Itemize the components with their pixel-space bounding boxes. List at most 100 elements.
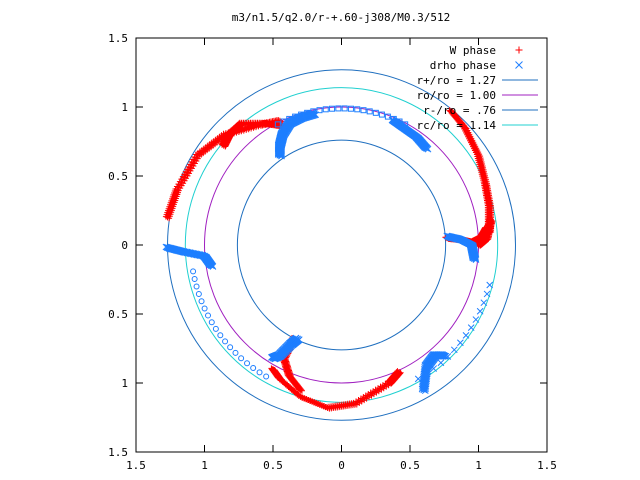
data-point [378, 111, 385, 118]
legend-label: drho phase [430, 59, 496, 72]
data-point [422, 370, 430, 378]
legend-label: r+/ro = 1.27 [417, 74, 496, 87]
data-point [424, 145, 432, 153]
y-tick-label: 0.5 [108, 308, 128, 321]
data-point [256, 369, 263, 376]
data-point [191, 275, 198, 282]
data-point [217, 332, 224, 339]
x-tick-label: 1.5 [537, 459, 557, 472]
data-point [292, 113, 299, 120]
legend-label: r-/ro = .76 [423, 104, 496, 117]
data-point [437, 359, 445, 367]
data-point [486, 281, 494, 289]
data-point [190, 268, 197, 275]
data-point [263, 373, 270, 380]
data-point [250, 364, 257, 371]
data-point [420, 386, 428, 394]
data-point [296, 392, 303, 399]
data-point [467, 324, 475, 331]
data-point [227, 344, 234, 351]
data-point [322, 106, 329, 113]
data-point [209, 263, 217, 270]
data-point [291, 388, 298, 395]
data-point [285, 383, 292, 390]
data-point [287, 384, 294, 391]
data-point [347, 105, 354, 112]
data-point [316, 107, 323, 114]
data-point [274, 121, 281, 128]
data-point [292, 334, 300, 342]
data-point [384, 113, 391, 120]
data-point [423, 145, 430, 152]
data-point [208, 319, 215, 326]
data-point [450, 346, 458, 354]
data-point [396, 118, 403, 125]
data-point [284, 381, 291, 388]
x-tick-label: 0.5 [263, 459, 283, 472]
data-point [402, 121, 409, 128]
data-point [418, 385, 426, 393]
data-point [201, 305, 208, 312]
data-point [480, 299, 488, 307]
y-tick-label: 0 [121, 239, 128, 252]
chart-title: m3/n1.5/q2.0/r-+.60-j308/M0.3/512 [232, 11, 451, 24]
data-point [471, 255, 478, 263]
x-tick-label: 0 [338, 459, 345, 472]
data-point [462, 331, 470, 339]
data-point [271, 367, 278, 373]
data-point [472, 256, 480, 263]
reference-circle [236, 139, 447, 351]
x-tick-label: 1 [475, 459, 482, 472]
data-point [304, 109, 311, 116]
data-point [329, 105, 336, 112]
data-point [290, 386, 297, 393]
data-point [281, 379, 288, 386]
x-tick-label: 1.5 [126, 459, 146, 472]
legend: W phase drho phase r+/ro = 1.27 ro/ro = 1.0… [417, 44, 538, 132]
y-tick-label: 1.5 [108, 446, 128, 459]
data-point [222, 143, 229, 150]
legend-label: ro/ro = 1.00 [417, 89, 496, 102]
data-point [483, 290, 491, 298]
data-point [414, 375, 422, 383]
data-point [294, 335, 302, 343]
data-point [457, 339, 464, 347]
data-point [280, 118, 287, 125]
data-point [193, 283, 200, 290]
data-point [430, 365, 438, 372]
data-point [489, 217, 496, 224]
data-point [222, 338, 229, 345]
x-tick-label: 1 [201, 459, 208, 472]
data-point [444, 353, 452, 360]
data-point [238, 355, 245, 362]
data-point [341, 105, 348, 112]
data-point [288, 385, 295, 392]
data-point [195, 290, 202, 297]
data-point [206, 261, 214, 269]
data-point [293, 389, 300, 396]
y-tick-label: 1 [121, 377, 128, 390]
data-point [360, 107, 367, 114]
data-point [212, 325, 219, 332]
data-markers [162, 105, 496, 412]
data-point [390, 115, 397, 122]
y-tick-label: 0.5 [108, 170, 128, 183]
data-point [244, 360, 251, 367]
data-point [286, 115, 293, 122]
data-point [295, 336, 303, 343]
data-point [299, 394, 305, 401]
axis-ticks: 1.5 1 0.5 0 0.5 1 1.51.510.500.511.5 [108, 32, 557, 472]
data-point [335, 105, 342, 112]
data-point [282, 380, 289, 387]
legend-label: W phase [450, 44, 496, 57]
x-tick-label: 0.5 [400, 459, 420, 472]
data-point [207, 262, 215, 270]
data-point [297, 393, 304, 400]
data-point [354, 106, 361, 113]
data-point [232, 349, 239, 356]
data-point [366, 108, 373, 115]
data-point [476, 307, 484, 315]
data-point [299, 387, 305, 394]
data-point [294, 390, 301, 397]
data-point [421, 144, 429, 151]
